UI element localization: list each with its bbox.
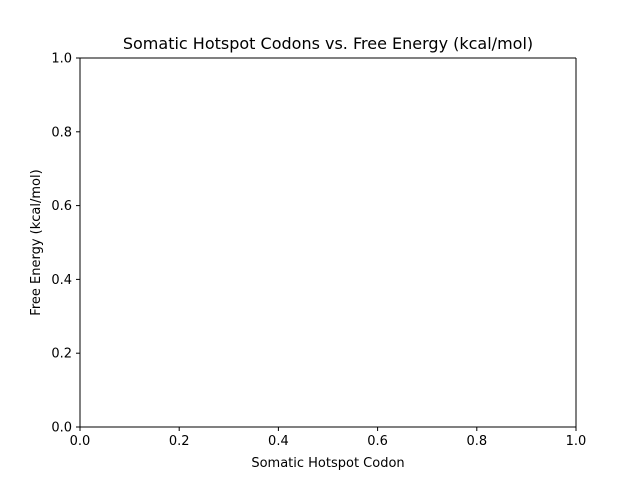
- x-tick-label: 1.0: [566, 434, 587, 449]
- y-tick-label: 0.0: [51, 421, 72, 436]
- y-axis-label: Free Energy (kcal/mol): [29, 169, 44, 315]
- x-tick-label: 0.6: [367, 434, 388, 449]
- y-tick-label: 0.2: [51, 347, 72, 362]
- plot-area: [80, 58, 576, 427]
- y-tick-label: 0.6: [51, 199, 72, 214]
- chart-title: Somatic Hotspot Codons vs. Free Energy (…: [123, 34, 533, 53]
- plot-frame: [79, 57, 577, 428]
- y-tick-label: 1.0: [51, 52, 72, 67]
- x-axis-label: Somatic Hotspot Codon: [251, 456, 404, 471]
- x-tick-label: 0.8: [466, 434, 487, 449]
- x-axis-ticks: 0.0 0.2 0.4 0.6 0.8 1.0: [70, 427, 587, 449]
- x-tick-label: 0.2: [169, 434, 190, 449]
- y-tick-label: 0.8: [51, 125, 72, 140]
- x-tick-label: 0.4: [268, 434, 289, 449]
- x-tick-label: 0.0: [70, 434, 91, 449]
- y-tick-label: 0.4: [51, 273, 72, 288]
- y-axis-ticks: 0.0 0.2 0.4 0.6 0.8 1.0: [51, 52, 80, 436]
